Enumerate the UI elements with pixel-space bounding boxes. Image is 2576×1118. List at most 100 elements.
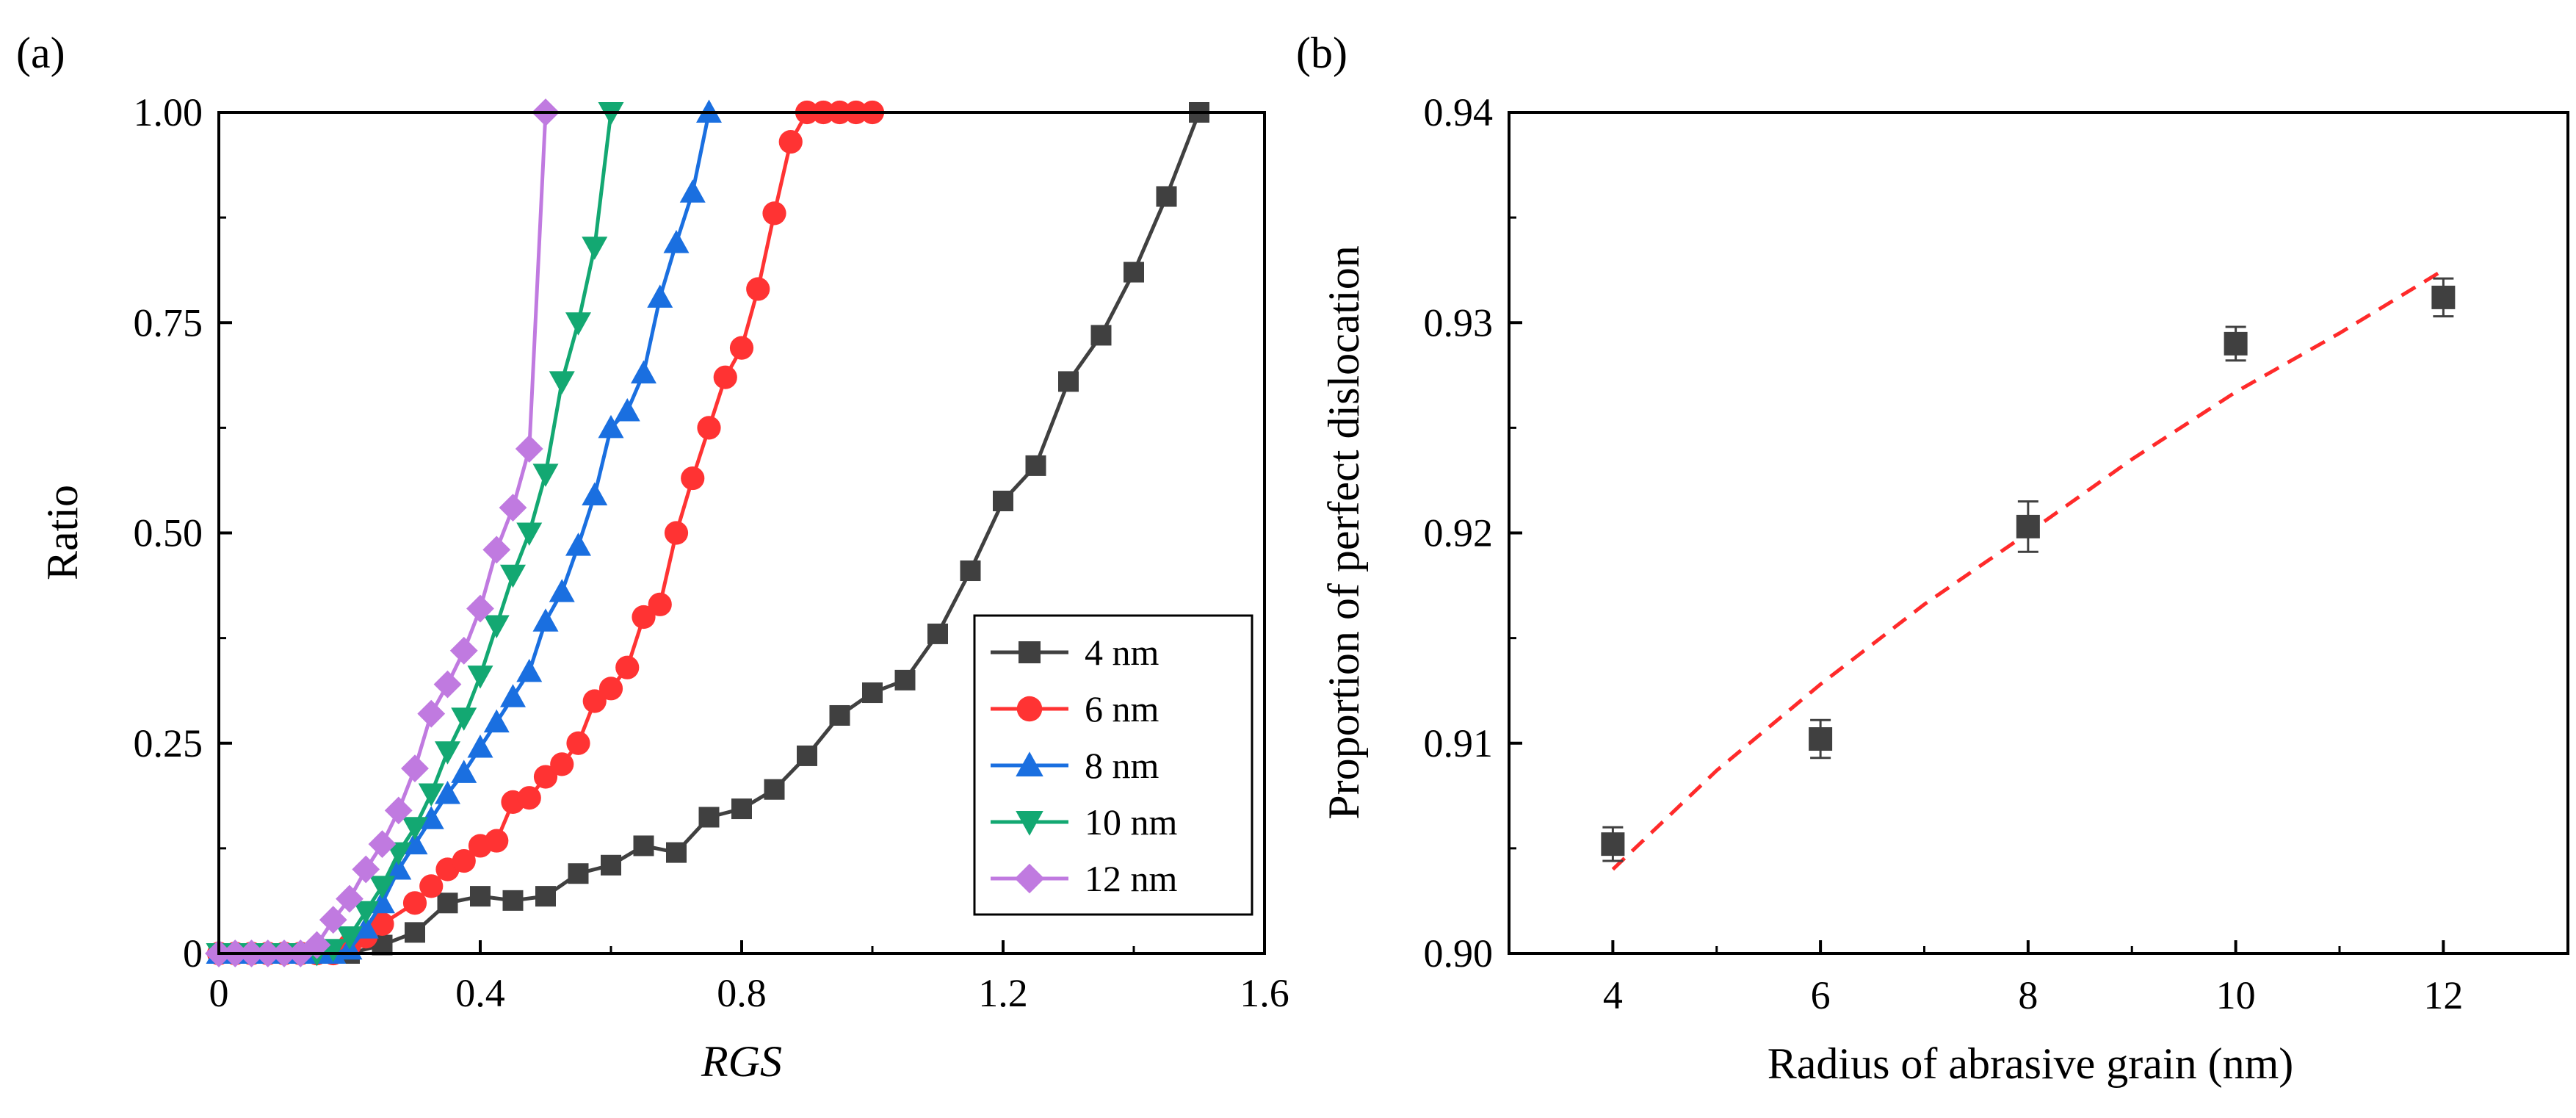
- panel-a-y-tick-label: 0.25: [134, 721, 203, 765]
- data-point: [1601, 832, 1625, 856]
- data-point: [401, 754, 429, 782]
- data-point: [549, 371, 575, 394]
- data-point: [417, 699, 446, 728]
- data-point: [451, 760, 477, 783]
- data-point: [452, 848, 476, 873]
- data-point: [764, 779, 785, 800]
- data-point: [535, 886, 556, 907]
- panel-b-x-tick-label: 6: [1811, 973, 1831, 1017]
- series-data-points: [1601, 277, 2456, 862]
- legend-item: 12 nm: [991, 858, 1178, 899]
- data-point: [402, 831, 428, 855]
- data-point: [500, 684, 526, 707]
- data-point: [1809, 727, 1833, 751]
- panel-b-series: [1601, 268, 2456, 871]
- data-point: [466, 594, 494, 623]
- data-point: [631, 360, 656, 383]
- data-point: [451, 707, 477, 731]
- data-point: [533, 765, 558, 789]
- data-point: [418, 806, 444, 829]
- data-point: [663, 229, 690, 253]
- legend-marker: [1014, 863, 1045, 894]
- legend-marker: [1016, 751, 1043, 776]
- data-point: [632, 605, 656, 630]
- data-point: [565, 533, 591, 556]
- data-point: [467, 734, 493, 758]
- data-point: [614, 397, 640, 422]
- panel-b-y-axis-title: Proportion of perfect dislocation: [1320, 245, 1368, 819]
- panel-a-x-tick-label: 0.4: [455, 971, 505, 1015]
- panel-a-x-tick-label: 0: [209, 971, 229, 1015]
- legend-item: 10 nm: [991, 801, 1178, 843]
- data-point: [582, 237, 608, 260]
- data-point: [384, 796, 413, 825]
- data-point: [515, 435, 543, 463]
- data-point: [500, 564, 526, 588]
- data-point: [601, 854, 621, 876]
- data-point: [352, 901, 379, 925]
- legend-item: 4 nm: [991, 632, 1159, 673]
- data-point: [336, 926, 363, 950]
- data-point: [762, 201, 786, 226]
- panel-b-plot-frame: [1508, 111, 2569, 955]
- data-point: [467, 666, 493, 689]
- data-point: [960, 560, 981, 582]
- legend-label: 8 nm: [1085, 745, 1159, 786]
- data-point: [647, 284, 673, 308]
- panel-a-x-tick-label: 1.2: [978, 971, 1028, 1015]
- panel-a-plot-frame: [217, 111, 1266, 955]
- data-point: [615, 655, 640, 679]
- panel-a-y-tick-label: 0.50: [134, 511, 203, 555]
- data-point: [731, 798, 752, 820]
- data-point: [419, 874, 444, 898]
- panel-a-y-tick-label: 1.00: [134, 90, 203, 134]
- panel-b-y-tick-label: 0.90: [1424, 931, 1494, 975]
- panel-a-legend: 4 nm 6 nm 8 nm 10 nm 12 nm: [973, 614, 1253, 916]
- data-point: [516, 658, 543, 682]
- panel-a-label: (a): [16, 29, 65, 77]
- data-point: [582, 482, 608, 505]
- panel-b-chart: (b) 4 6 8 10 12 0.90 0.91 0.92 0.93 0.94 Radius o…: [1296, 29, 2569, 1088]
- data-point: [437, 892, 458, 914]
- panel-a-chart: (a) 0 0.4 0.8 1.2 1.6 0 0.25 0.50 0.75 1.00 RGS R…: [16, 29, 1289, 1086]
- data-point: [1090, 325, 1112, 346]
- panel-b-x-axis-title: Radius of abrasive grain (nm): [1768, 1039, 2293, 1088]
- data-point: [698, 807, 720, 828]
- data-point: [1058, 371, 1079, 392]
- panel-a-x-tick-label: 0.8: [717, 971, 767, 1015]
- data-point: [2224, 331, 2248, 356]
- data-point: [369, 890, 395, 914]
- data-point: [648, 592, 672, 616]
- data-point: [664, 521, 689, 545]
- data-point: [352, 855, 380, 884]
- data-point: [352, 915, 379, 939]
- data-point: [435, 780, 460, 804]
- data-point: [797, 745, 817, 766]
- data-point: [369, 876, 395, 899]
- legend-label: 12 nm: [1085, 858, 1178, 899]
- data-point: [1156, 186, 1177, 207]
- data-point: [778, 129, 803, 154]
- panel-b-label: (b): [1296, 29, 1347, 77]
- data-point: [713, 365, 737, 389]
- data-point: [532, 608, 559, 632]
- data-point: [402, 817, 428, 840]
- data-point: [2016, 514, 2040, 538]
- data-point: [633, 835, 654, 856]
- data-point: [679, 179, 706, 203]
- legend-marker: [1016, 811, 1043, 836]
- data-point: [370, 912, 394, 937]
- data-point: [482, 535, 511, 564]
- data-point: [729, 336, 754, 360]
- data-point: [405, 922, 425, 943]
- data-point: [336, 884, 363, 913]
- data-point: [319, 906, 347, 934]
- legend-label: 6 nm: [1085, 688, 1159, 729]
- panel-a-y-tick-label: 0: [183, 931, 203, 975]
- data-point: [1124, 262, 1144, 283]
- legend-item: 8 nm: [991, 745, 1159, 786]
- data-point: [927, 623, 948, 644]
- panel-a-axes: 0 0.4 0.8 1.2 1.6 0 0.25 0.50 0.75 1.00: [134, 90, 1289, 1015]
